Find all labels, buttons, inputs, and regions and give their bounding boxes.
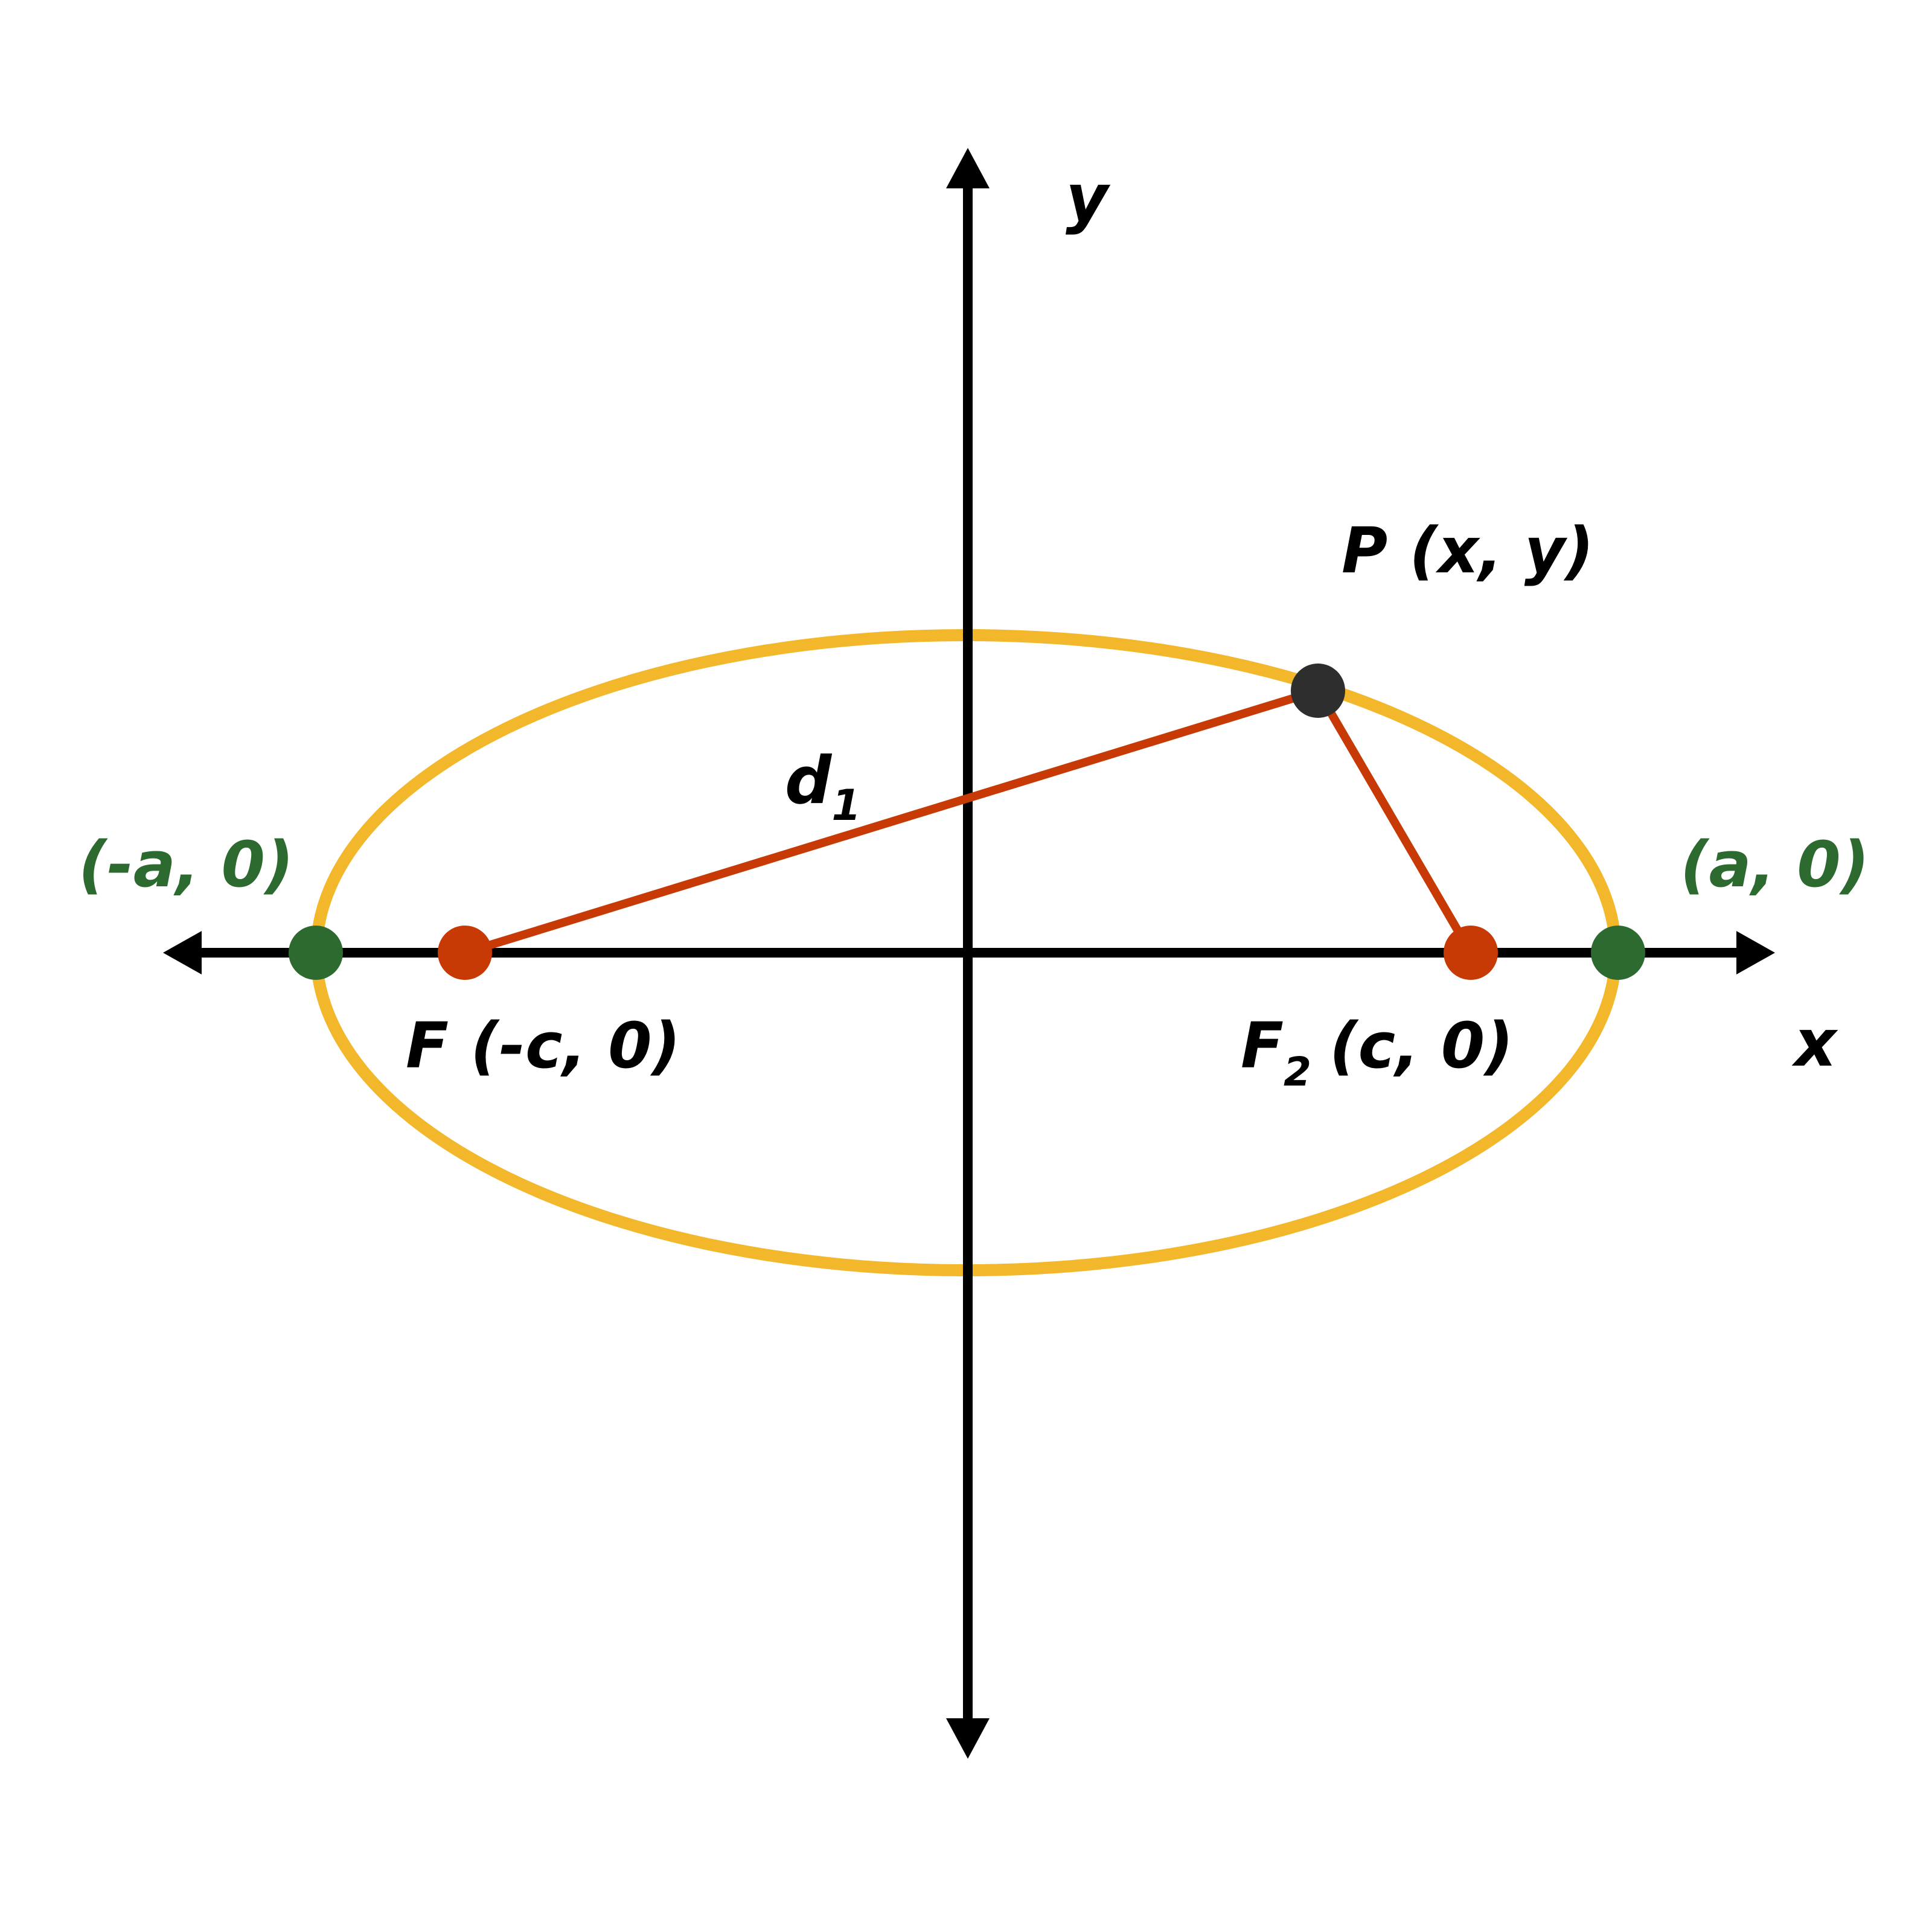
focus-left-label: F (-c, 0) bbox=[406, 1009, 680, 1083]
right-vertex-point bbox=[1591, 926, 1645, 980]
focus-left-point bbox=[438, 926, 492, 980]
y-axis-top-arrow bbox=[946, 148, 990, 188]
segment-d2 bbox=[1314, 688, 1475, 955]
focus-right-coords: (c, 0) bbox=[1329, 1009, 1514, 1083]
left-vertex-label: (-a, 0) bbox=[78, 828, 293, 901]
distance-subscript: 1 bbox=[831, 781, 861, 830]
left-vertex-point bbox=[289, 926, 343, 980]
x-axis-label: x bbox=[1791, 1006, 1838, 1081]
x-axis-right-arrow bbox=[1736, 931, 1775, 974]
point-p bbox=[1291, 664, 1345, 718]
focus-right-label: F2 (c, 0) bbox=[1241, 1009, 1514, 1095]
x-axis-left-arrow bbox=[163, 931, 202, 974]
y-axis-label: y bbox=[1066, 161, 1111, 236]
distance-label: d1 bbox=[785, 743, 861, 830]
point-p-label: P (x, y) bbox=[1342, 514, 1594, 587]
right-vertex-label: (a, 0) bbox=[1680, 828, 1869, 901]
y-axis-bottom-arrow bbox=[946, 1718, 990, 1759]
focus-right-letter: F bbox=[1241, 1009, 1284, 1083]
focus-right-point bbox=[1444, 926, 1498, 980]
distance-letter: d bbox=[785, 743, 833, 819]
focus-right-subscript: 2 bbox=[1284, 1049, 1311, 1095]
segment-d1 bbox=[463, 686, 1320, 957]
